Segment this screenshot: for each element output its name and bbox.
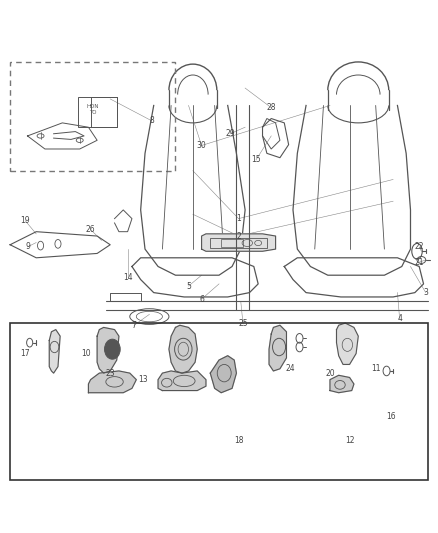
Polygon shape bbox=[88, 371, 136, 393]
Text: 8: 8 bbox=[149, 116, 154, 125]
Bar bbox=[210, 238, 267, 248]
Bar bbox=[78, 97, 117, 127]
Polygon shape bbox=[336, 323, 358, 365]
Text: 1: 1 bbox=[236, 214, 241, 223]
Text: 7: 7 bbox=[132, 321, 137, 330]
Text: HON
TO: HON TO bbox=[87, 104, 99, 115]
Polygon shape bbox=[201, 234, 276, 251]
Bar bbox=[10, 323, 428, 480]
Text: 26: 26 bbox=[86, 225, 95, 234]
Text: 4: 4 bbox=[397, 314, 402, 323]
Polygon shape bbox=[169, 325, 197, 373]
Text: 15: 15 bbox=[251, 156, 261, 164]
Text: 16: 16 bbox=[386, 412, 396, 421]
Text: 13: 13 bbox=[138, 375, 148, 384]
Text: 20: 20 bbox=[325, 369, 335, 377]
Text: 6: 6 bbox=[199, 295, 204, 304]
Polygon shape bbox=[49, 329, 60, 373]
Text: 3: 3 bbox=[423, 288, 428, 297]
Text: 11: 11 bbox=[371, 364, 381, 373]
Text: 23: 23 bbox=[106, 369, 115, 377]
Text: 9: 9 bbox=[25, 243, 30, 252]
Text: 18: 18 bbox=[234, 436, 244, 445]
Polygon shape bbox=[269, 325, 286, 371]
Bar bbox=[91, 97, 117, 127]
Text: 25: 25 bbox=[238, 319, 248, 328]
Text: 28: 28 bbox=[266, 103, 276, 112]
Polygon shape bbox=[330, 375, 354, 393]
Polygon shape bbox=[210, 356, 237, 393]
Bar bbox=[10, 62, 176, 171]
Text: 24: 24 bbox=[286, 364, 296, 373]
Text: 21: 21 bbox=[414, 257, 424, 266]
Polygon shape bbox=[158, 371, 206, 391]
Text: 14: 14 bbox=[123, 273, 132, 282]
Text: 2: 2 bbox=[236, 231, 241, 240]
Text: 5: 5 bbox=[186, 281, 191, 290]
Text: 19: 19 bbox=[21, 216, 30, 225]
Text: 30: 30 bbox=[197, 141, 206, 150]
Text: 22: 22 bbox=[414, 243, 424, 252]
Polygon shape bbox=[97, 327, 119, 373]
Text: 17: 17 bbox=[21, 349, 30, 358]
Ellipse shape bbox=[105, 339, 120, 359]
Text: 29: 29 bbox=[225, 130, 235, 138]
Bar bbox=[221, 239, 243, 247]
Text: 10: 10 bbox=[81, 349, 91, 358]
Text: 12: 12 bbox=[345, 436, 354, 445]
